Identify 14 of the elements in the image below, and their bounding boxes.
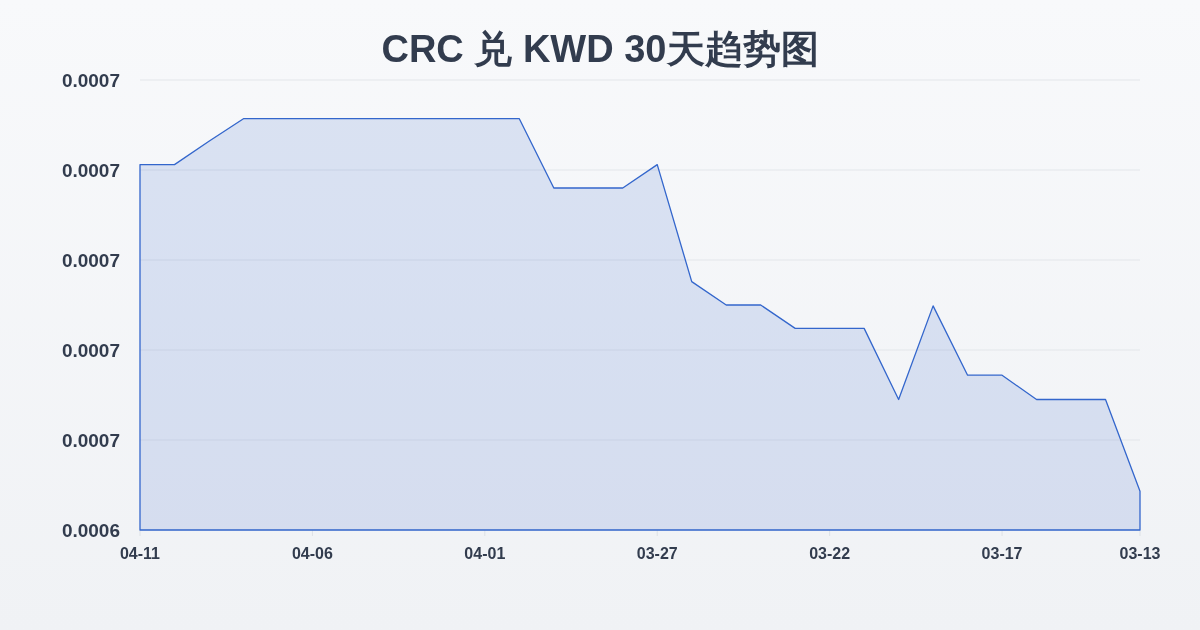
y-tick-label: 0.0007 bbox=[61, 340, 120, 361]
y-tick-label: 0.0007 bbox=[61, 430, 120, 451]
y-tick-label: 0.0007 bbox=[61, 160, 120, 181]
x-tick-label: 04-01 bbox=[464, 545, 506, 562]
y-tick-label: 0.0006 bbox=[61, 520, 120, 541]
x-tick-label: 04-11 bbox=[119, 545, 161, 562]
x-tick-label: 03-17 bbox=[981, 545, 1023, 562]
y-tick-label: 0.0007 bbox=[61, 70, 120, 91]
x-tick-label: 03-22 bbox=[809, 545, 851, 562]
x-tick-label: 03-13 bbox=[1119, 545, 1161, 562]
y-tick-label: 0.0007 bbox=[61, 250, 120, 271]
x-tick-label: 04-06 bbox=[291, 545, 333, 562]
x-tick-label: 03-27 bbox=[636, 545, 678, 562]
chart-title: CRC 兑 KWD 30天趋势图 bbox=[381, 28, 819, 70]
